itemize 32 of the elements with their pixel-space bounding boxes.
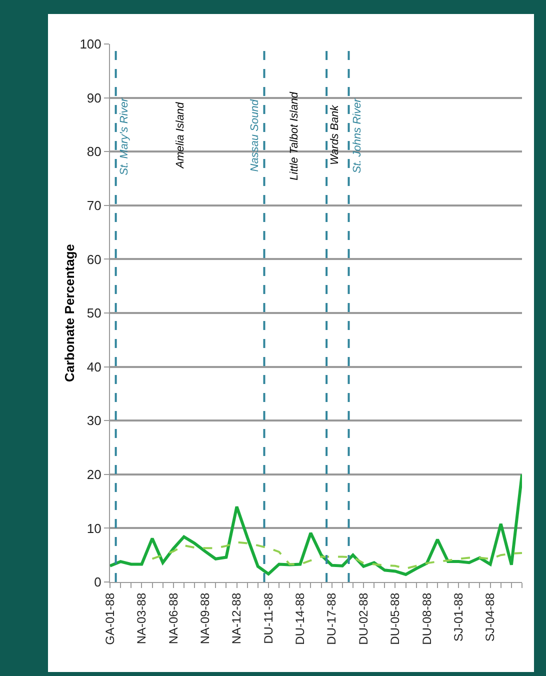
x-tick-label: DU-08-88 (420, 592, 434, 645)
annotation: St. Mary's River (118, 96, 130, 176)
annotation: Little Talbot Island (288, 91, 300, 180)
x-tick-label: DU-11-88 (261, 592, 276, 644)
y-tick-label: 90 (86, 90, 102, 106)
x-tick-label: NA-03-88 (134, 592, 149, 644)
y-axis-title: Carbonate Percentage (62, 244, 77, 382)
y-tick-label: 50 (86, 306, 102, 321)
x-tick-label: SJ-04-88 (483, 592, 498, 642)
x-tick-label: DU-17-88 (324, 592, 339, 645)
annotation: Nassau Sound (248, 98, 261, 172)
annotation: Wards Bank (329, 104, 342, 166)
x-tick-label: NA-06-88 (166, 592, 180, 644)
y-tick-label: 0 (94, 574, 102, 590)
y-tick-label: 30 (86, 413, 102, 428)
x-tick-label: GA-01-88 (102, 592, 117, 645)
y-tick-label: 80 (86, 144, 102, 160)
y-tick-label: 70 (86, 198, 102, 213)
y-tick-label: 10 (86, 520, 102, 536)
y-tick-label: 60 (86, 252, 102, 267)
line-series (151, 541, 522, 570)
annotation: St. Johns River (351, 97, 364, 174)
x-tick-label: NA-12-88 (230, 592, 244, 644)
annotation: Amelia Island (174, 101, 186, 170)
x-tick-label: NA-09-88 (198, 592, 212, 644)
x-tick-label: DU-05-88 (388, 592, 402, 645)
x-tick-label: DU-14-88 (293, 592, 308, 645)
x-tick-label: SJ-01-88 (452, 592, 466, 642)
y-tick-label: 20 (86, 466, 102, 482)
y-tick-label: 100 (80, 36, 102, 52)
x-tick-label: DU-02-88 (356, 592, 370, 645)
y-tick-label: 40 (86, 359, 102, 374)
